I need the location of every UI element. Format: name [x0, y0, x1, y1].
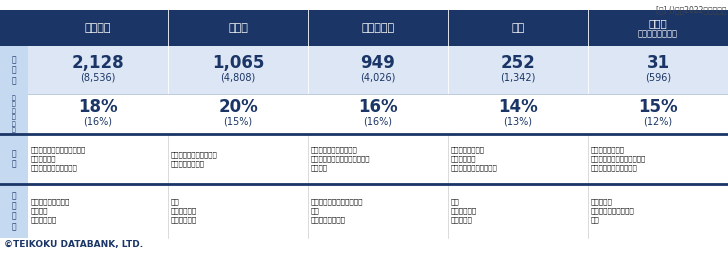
- Text: 食肉・水産品などの価格高騰
物流費の上昇
円安による輸入コスト増: 食肉・水産品などの価格高騰 物流費の上昇 円安による輸入コスト増: [31, 147, 86, 171]
- Text: 15%: 15%: [638, 98, 678, 116]
- Bar: [0, 184, 728, 238]
- Bar: [0, 184, 28, 238]
- Text: (8,536): (8,536): [80, 73, 116, 83]
- Bar: [0, 134, 28, 184]
- Text: 20%: 20%: [218, 98, 258, 116]
- Text: (1,342): (1,342): [500, 73, 536, 83]
- Bar: [0, 134, 728, 184]
- Text: 調味料: 調味料: [228, 23, 248, 33]
- Text: 砂糖、食用油の価格高騰
包装資材費の上昇: 砂糖、食用油の価格高騰 包装資材費の上昇: [171, 151, 218, 167]
- Text: (4,808): (4,808): [221, 73, 256, 83]
- Text: てんぷら粉
ホットケーキミックス
砂糖: てんぷら粉 ホットケーキミックス 砂糖: [591, 199, 635, 223]
- Text: (596): (596): [645, 73, 671, 83]
- Text: 18%: 18%: [78, 98, 118, 116]
- Text: (13%): (13%): [504, 117, 532, 127]
- Text: 31: 31: [646, 54, 670, 72]
- Text: 食用油の価格高騰
物流費の上昇
エネルギーコストの上昇: 食用油の価格高騰 物流費の上昇 エネルギーコストの上昇: [451, 147, 498, 171]
- Bar: [0, 94, 28, 134]
- Text: (16%): (16%): [84, 117, 113, 127]
- Text: 平
均
値
上
げ
率: 平 均 値 上 げ 率: [12, 95, 16, 133]
- Bar: [0, 238, 728, 268]
- Text: 加工食品: 加工食品: [84, 23, 111, 33]
- Text: (16%): (16%): [363, 117, 392, 127]
- Text: 米菓
スナック菓子
ゼリー製品: 米菓 スナック菓子 ゼリー製品: [451, 199, 478, 223]
- Bar: [0, 10, 728, 46]
- Bar: [0, 46, 728, 94]
- Text: 252: 252: [501, 54, 535, 72]
- Text: 主
な
食
品: 主 な 食 品: [12, 191, 16, 231]
- Text: 1,065: 1,065: [212, 54, 264, 72]
- Text: 菓子: 菓子: [511, 23, 525, 33]
- Text: 16%: 16%: [358, 98, 397, 116]
- Text: （小麦・砂糖類）: （小麦・砂糖類）: [638, 29, 678, 39]
- Text: 円安による輸入コスト増
缶・ペットボトルなど包装資材
費の上昇: 円安による輸入コスト増 缶・ペットボトルなど包装資材 費の上昇: [311, 147, 371, 171]
- Bar: [0, 94, 728, 134]
- Text: 2,128: 2,128: [71, 54, 124, 72]
- Text: ©TEIKOKU DATABANK, LTD.: ©TEIKOKU DATABANK, LTD.: [4, 240, 143, 249]
- Text: 背
景: 背 景: [12, 149, 16, 169]
- Text: 醤油
調理用ワイン
ドレッシング: 醤油 調理用ワイン ドレッシング: [171, 199, 197, 223]
- Text: 酒類・飲料: 酒類・飲料: [361, 23, 395, 33]
- Text: 品
目
数: 品 目 数: [12, 55, 16, 85]
- Text: 949: 949: [360, 54, 395, 72]
- Text: 輸入ワイン・ウィスキー類
焼酎
エナジードリンク: 輸入ワイン・ウィスキー類 焼酎 エナジードリンク: [311, 199, 363, 223]
- Text: 14%: 14%: [498, 98, 538, 116]
- Text: 冷凍食品、水産缶詰
ふりかけ
シリアル食品: 冷凍食品、水産缶詰 ふりかけ シリアル食品: [31, 199, 71, 223]
- Text: 原材料: 原材料: [649, 18, 668, 28]
- Text: (15%): (15%): [223, 117, 253, 127]
- Bar: [0, 46, 28, 94]
- Text: (12%): (12%): [644, 117, 673, 127]
- Text: [注] ()内は2022年の実績値: [注] ()内は2022年の実績値: [655, 5, 726, 14]
- Text: 原材料価格の上昇
包装資材・運輸コストの上昇
円安による輸入コスト増: 原材料価格の上昇 包装資材・運輸コストの上昇 円安による輸入コスト増: [591, 147, 646, 171]
- Text: (4,026): (4,026): [360, 73, 396, 83]
